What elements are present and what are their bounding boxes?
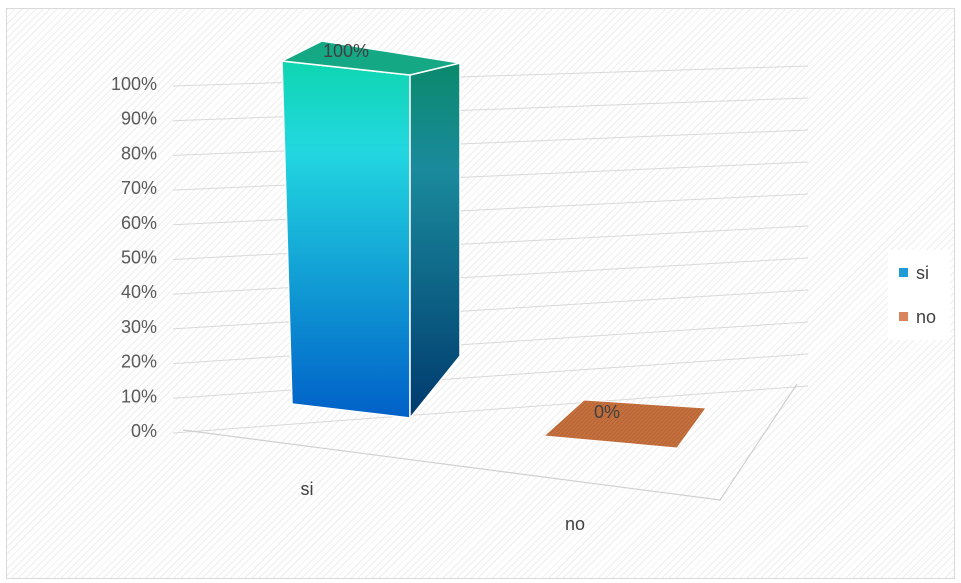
gridline — [172, 161, 809, 191]
legend-swatch-no — [899, 312, 908, 321]
gridlines — [172, 65, 809, 434]
legend-label-si: si — [916, 263, 929, 283]
x-axis-labels: si no — [301, 479, 586, 534]
chart-floor — [182, 383, 798, 501]
gridline — [172, 289, 809, 330]
y-tick-label: 40% — [121, 282, 157, 302]
gridline — [172, 225, 809, 260]
gridline — [172, 193, 809, 226]
y-tick-label: 50% — [121, 248, 157, 268]
y-tick-label: 70% — [121, 178, 157, 198]
bar-si-front — [281, 60, 411, 419]
data-label-si: 100% — [323, 41, 369, 61]
chart-area — [6, 8, 955, 579]
gridline — [172, 353, 809, 399]
floor-edge — [182, 383, 798, 501]
gridline — [172, 65, 809, 87]
data-labels: 100% 0% — [323, 41, 620, 422]
gridline — [172, 257, 809, 295]
bar-si-side — [409, 62, 461, 421]
x-tick-label-no: no — [565, 514, 585, 534]
gridline — [172, 97, 809, 122]
gridline — [172, 321, 809, 365]
legend-swatch-si — [899, 268, 908, 277]
y-tick-label: 100% — [111, 74, 157, 94]
bar-si-top — [279, 40, 461, 76]
legend: si no — [888, 250, 950, 340]
bars — [279, 40, 707, 449]
legend-label-no: no — [916, 307, 936, 327]
y-tick-label: 90% — [121, 109, 157, 129]
gridline — [172, 385, 809, 434]
y-axis-labels: 0% 10% 20% 30% 40% 50% 60% 70% 80% 90% 100% — [111, 74, 157, 441]
y-tick-label: 80% — [121, 143, 157, 163]
y-tick-label: 0% — [131, 421, 157, 441]
data-label-no: 0% — [594, 402, 620, 422]
y-tick-label: 10% — [121, 386, 157, 406]
y-tick-label: 60% — [121, 213, 157, 233]
gridline — [172, 129, 809, 156]
y-tick-label: 30% — [121, 317, 157, 337]
x-tick-label-si: si — [301, 479, 314, 499]
y-tick-label: 20% — [121, 352, 157, 372]
bar-no — [542, 399, 707, 449]
legend-box — [888, 250, 950, 340]
